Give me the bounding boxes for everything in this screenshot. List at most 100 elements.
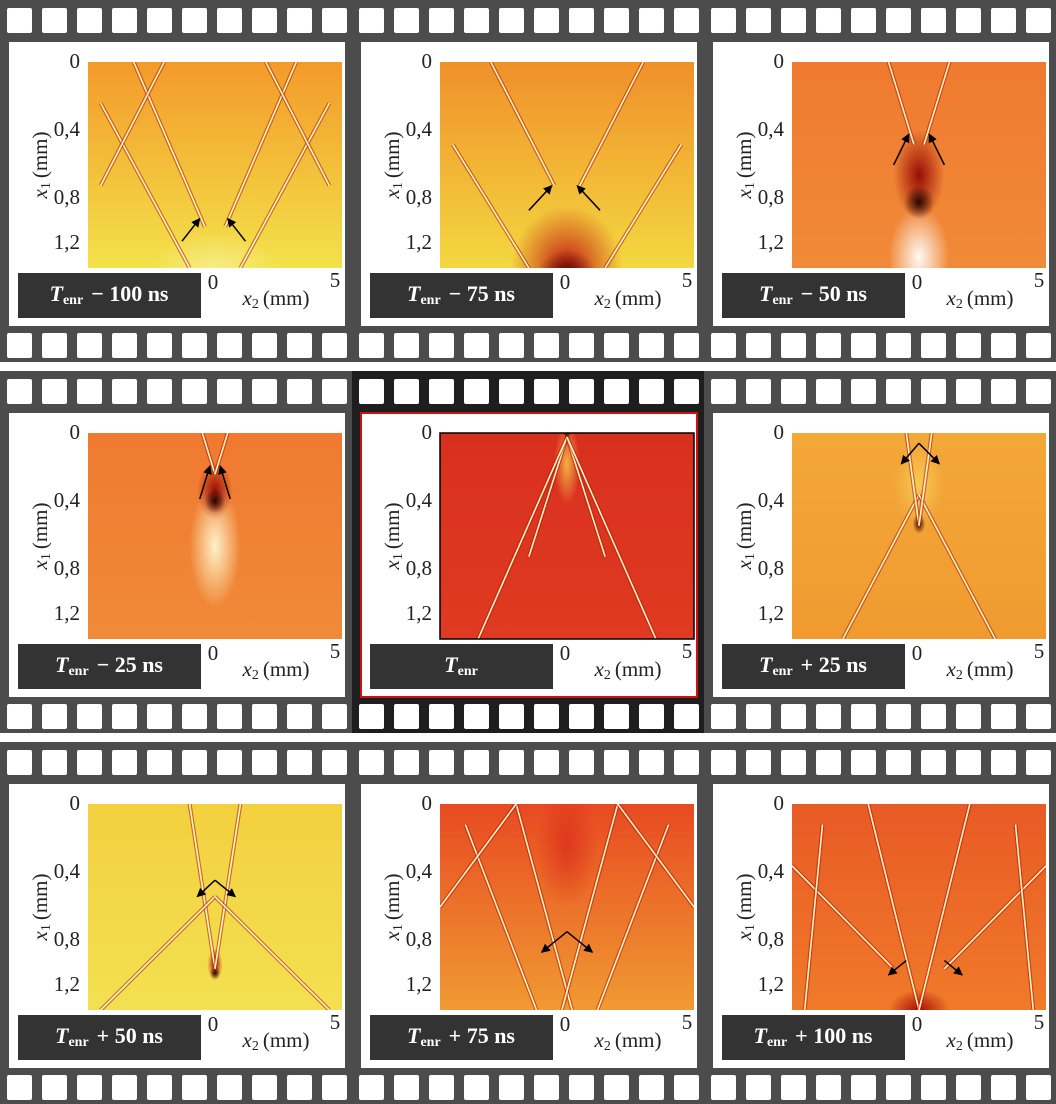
axis-variable: x	[380, 559, 404, 570]
sprocket-hole	[322, 1075, 347, 1100]
sprocket-hole	[322, 379, 347, 404]
wave-front	[1014, 824, 1035, 1010]
axis-subscript: 2	[604, 668, 611, 683]
heat-blob	[209, 966, 221, 980]
x-tick-label: 0	[912, 641, 923, 665]
sprocket-hole	[991, 1075, 1016, 1100]
y-axis-label: x1 (mm)	[380, 132, 406, 200]
sprocket-hole	[639, 750, 664, 775]
wave-front	[923, 62, 951, 145]
sprocket-hole	[217, 8, 242, 33]
sprocket-hole	[42, 704, 67, 729]
sprocket-hole	[639, 8, 664, 33]
axis-subscript: 2	[604, 1039, 611, 1054]
sprocket-hole	[886, 1075, 911, 1100]
axis-unit: (mm)	[732, 503, 756, 550]
sprocket-hole	[921, 750, 946, 775]
sprocket-hole	[851, 704, 876, 729]
time-label: Tenr + 100 ns	[753, 1023, 872, 1050]
wave-front	[265, 62, 331, 186]
sprocket-hole	[569, 333, 594, 358]
sprocket-hole	[464, 704, 489, 729]
arrow	[566, 931, 594, 953]
sprocket-hole	[956, 1075, 981, 1100]
frame-cell: 00,40,81,2x1(mm)0 5x2 (mm)Tenr − 100 ns	[0, 0, 352, 362]
x-tick-label: 5	[1034, 639, 1045, 663]
wave-front	[918, 804, 971, 1010]
axis-unit: (mm)	[380, 132, 404, 179]
wave-front	[188, 804, 216, 969]
time-label-box	[722, 644, 905, 689]
sprocket-hole	[991, 8, 1016, 33]
sprocket-hole	[921, 379, 946, 404]
y-tick-label: 1,2	[758, 601, 784, 625]
axis-variable: x	[594, 1028, 605, 1052]
axis-variable: x	[946, 1028, 957, 1052]
sprocket-hole	[287, 1075, 312, 1100]
heat-map	[792, 62, 1046, 268]
sprocket-hole	[182, 8, 207, 33]
sprocket-hole	[429, 379, 454, 404]
arrow	[892, 133, 910, 166]
sprocket-hole	[746, 8, 771, 33]
time-subscript: enr	[68, 664, 88, 679]
y-tick-label: 1,2	[758, 972, 784, 996]
sprocket-hole	[886, 333, 911, 358]
time-symbol: T	[407, 1023, 422, 1048]
sprocket-hole	[112, 333, 137, 358]
y-tick-label: 0,8	[758, 185, 784, 209]
axis-unit: (mm)	[28, 874, 52, 921]
sprocket-hole	[287, 8, 312, 33]
axis-subscript: 2	[956, 668, 963, 683]
y-tick-label: 0	[422, 420, 433, 444]
y-tick-label: 1,2	[406, 601, 432, 625]
x-tick-label: 5	[682, 639, 693, 663]
sprocket-hole	[639, 1075, 664, 1100]
axis-subscript: 1	[39, 924, 54, 931]
frame-cell: 00,40,81,2x1(mm)0 5x2 (mm)Tenr + 50 ns	[0, 742, 352, 1104]
time-symbol: T	[407, 281, 422, 306]
sprocket-hole	[674, 379, 699, 404]
wave-front	[440, 804, 517, 908]
sprocket-hole	[182, 704, 207, 729]
sprocket-hole	[77, 379, 102, 404]
arrow	[918, 442, 940, 465]
wave-front	[515, 804, 573, 1010]
y-axis-label: x1 (mm)	[732, 874, 758, 942]
y-tick-label: 0,4	[758, 488, 785, 512]
arrow	[181, 217, 201, 242]
x-tick-label: 5	[330, 268, 341, 292]
axis-subscript: 2	[252, 1039, 259, 1054]
sprocket-hole	[851, 333, 876, 358]
axis-subscript: 1	[39, 182, 54, 189]
sprocket-hole	[781, 379, 806, 404]
y-tick-label: 0,4	[758, 859, 785, 883]
x-tick-label: 0	[560, 270, 571, 294]
x-axis-label: x2 (mm)	[946, 1028, 1014, 1054]
sprocket-hole	[956, 379, 981, 404]
y-tick-label: 0,4	[54, 488, 81, 512]
y-axis-label: x1 (mm)	[28, 132, 54, 200]
sprocket-hole	[851, 750, 876, 775]
sprocket-hole	[674, 750, 699, 775]
axis-variable: x	[946, 286, 957, 310]
axis-unit: (mm)	[732, 132, 756, 179]
x-axis-label: x2 (mm)	[594, 286, 662, 312]
sprocket-hole	[147, 750, 172, 775]
y-axis-label: x1 (mm)	[380, 503, 406, 571]
wave-front	[566, 436, 606, 557]
heat-blob	[903, 185, 935, 219]
axis-unit: (mm)	[615, 657, 662, 681]
frame-cell: 00,40,81,2x1(mm)0 5x2 (mm)Tenr − 75 ns	[352, 0, 704, 362]
heat-map	[792, 804, 1046, 1010]
axis-unit: (mm)	[615, 1028, 662, 1052]
sprocket-hole	[921, 704, 946, 729]
frame-cell: 00,40,81,2x1(mm)0 5x2 (mm)Tenr − 50 ns	[704, 0, 1056, 362]
sprocket-hole	[1026, 750, 1051, 775]
sprocket-hole	[781, 333, 806, 358]
wave-front	[842, 494, 920, 639]
wave-front	[561, 804, 619, 1010]
heat-blob	[204, 488, 226, 514]
sprocket-hole	[77, 333, 102, 358]
time-symbol: T	[444, 652, 459, 677]
